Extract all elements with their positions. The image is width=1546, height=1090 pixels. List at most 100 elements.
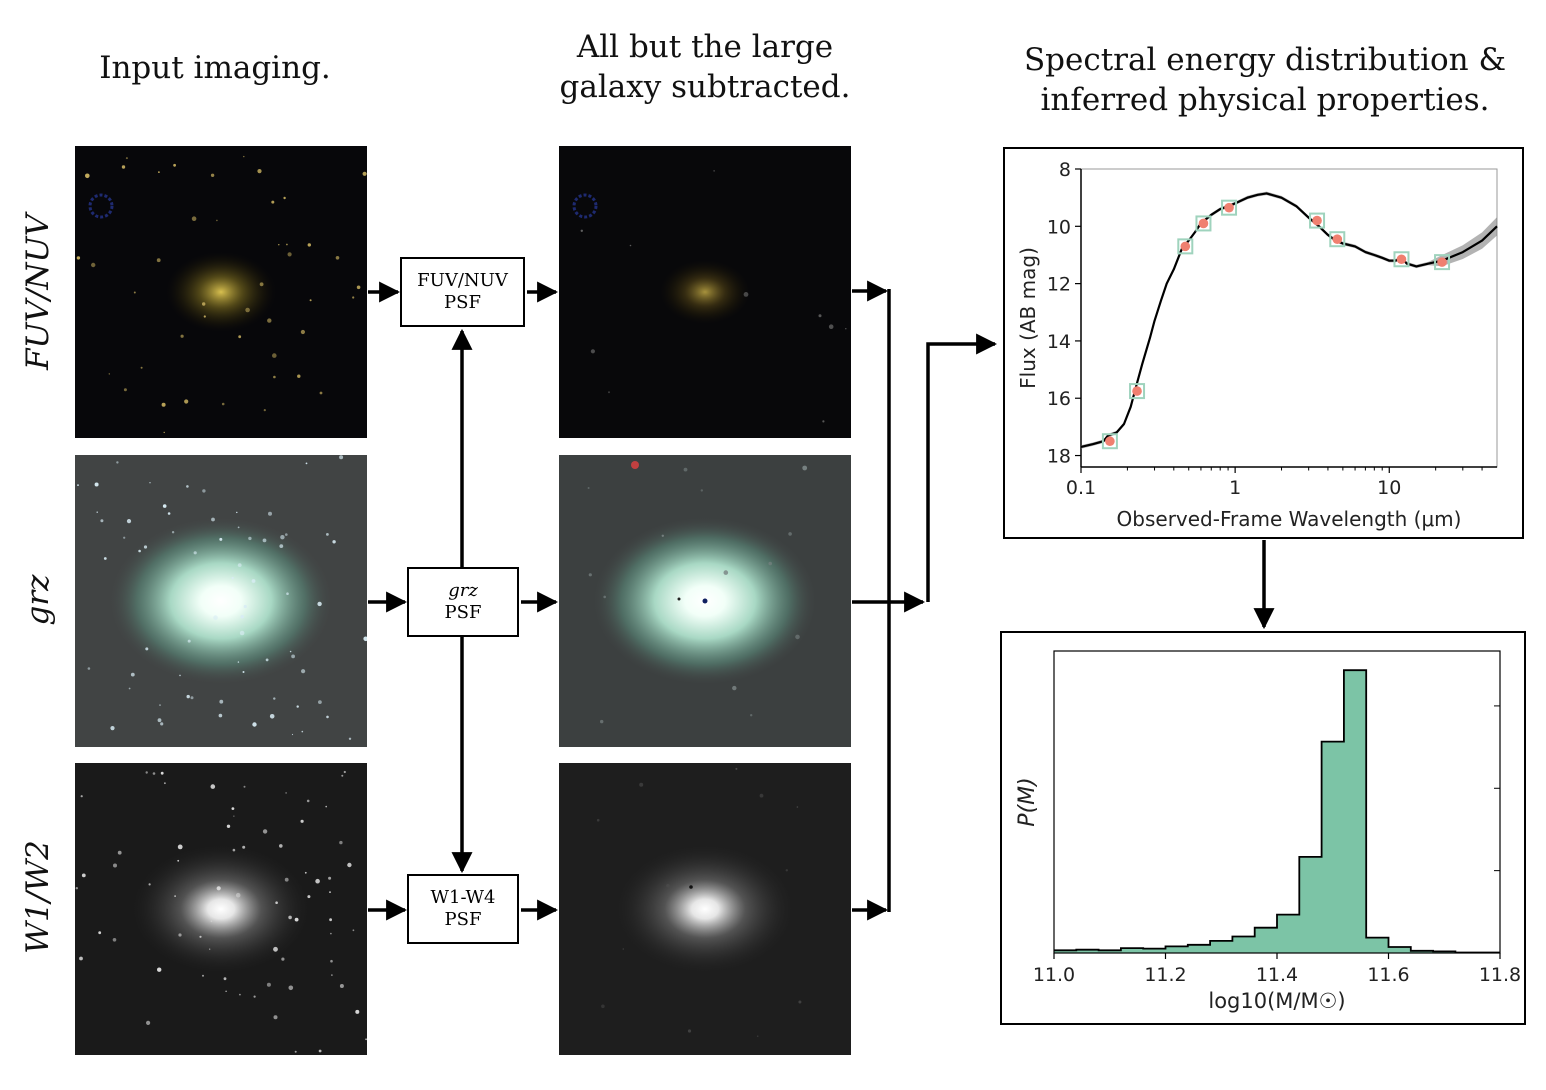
star-point [352,929,355,932]
star-point [186,694,190,699]
sed-ylabel: Flux (AB mag) [1016,247,1040,389]
psf-box-grz-line1: grz [448,580,478,601]
sed-model-flux-marker [1393,251,1410,268]
star-point [110,726,115,731]
star-point [191,216,197,221]
star-point [152,772,156,775]
star-point [822,420,825,423]
star-point [180,334,184,338]
sed-model-flux-marker [1329,231,1346,248]
star-point [331,974,333,976]
star-point [163,431,165,434]
star-point [216,219,218,222]
star-point [622,948,625,950]
star-point [287,252,292,257]
star-point [286,243,288,246]
star-point [231,576,234,580]
star-point [271,200,275,204]
star-point [259,282,264,287]
star-point [75,887,78,890]
star-point [184,399,189,404]
star-point [121,165,126,169]
star-point [116,461,119,464]
star-point [330,959,333,963]
star-point [252,722,257,727]
star-point [281,957,285,961]
histogram-fill [1054,670,1500,953]
star-point [307,243,311,247]
star-point [237,563,242,567]
sed-observed-point [1437,257,1447,267]
histogram-bin [1277,915,1299,953]
star-point [257,169,262,174]
star-point [242,845,246,849]
star-point [273,697,276,700]
star-point [243,155,245,158]
star-point [280,535,285,540]
star-point [210,920,213,923]
sed-model-flux-marker [1434,254,1451,271]
psf-box-grz-line2: PSF [444,602,482,623]
star-point [236,511,238,514]
star-point [363,636,367,642]
star-point [128,687,131,690]
star-point [305,462,308,465]
image-w1-w2-input [75,763,367,1055]
star-point [735,767,738,770]
star-point [301,730,304,733]
heading-galaxy-subtracted-line1: All but the large [576,29,834,65]
sed-observed-point [1332,234,1343,245]
sed-observed-point [1180,241,1191,252]
heading-sed: Spectral energy distribution & inferred … [1010,40,1520,120]
star-point [339,984,344,988]
star-point [79,956,83,961]
row-label-grz: grz [20,574,56,626]
star-point [226,824,231,828]
star-point [267,318,272,323]
star-point [283,196,286,200]
star-point [232,848,236,852]
star-point [143,545,148,549]
star-point [248,536,252,541]
star-point [193,551,197,555]
star-point [202,302,206,306]
star-point [265,658,269,662]
star-point [315,878,320,884]
star-point [268,511,272,516]
histogram-xtick-label: 11.6 [1367,964,1409,986]
star-point [76,256,81,260]
psf-box-w1-w4: W1-W4 PSF [407,874,519,944]
star-point [233,815,235,817]
image-grz-input [75,455,367,747]
star-point [133,291,136,294]
histogram-bin [1166,946,1188,953]
star-point [600,719,604,724]
star-point [629,244,632,247]
star-point [108,373,110,375]
star-point [788,532,792,536]
star-point [325,805,327,808]
star-point [756,1035,759,1037]
star-point [683,467,688,472]
star-point [339,455,344,460]
star-point [266,982,271,987]
star-point [319,391,323,395]
psf-box-fuv-nuv: FUV/NUV PSF [400,257,525,327]
star-point [687,1029,692,1033]
histogram-bin [1232,937,1254,953]
star-point [199,935,202,938]
star-point [171,531,175,534]
sed-xtick-label: 10 [1377,477,1401,499]
star-point [326,533,329,536]
star-point [159,704,161,706]
star-point [343,770,346,774]
star-point [219,699,224,704]
sed-observed-point [1396,254,1407,265]
star-point [335,256,340,260]
star-point [365,1038,367,1041]
sed-observed-point [1224,202,1234,213]
star-point [713,170,715,172]
star-point [661,534,664,537]
heading-galaxy-subtracted: All but the large galaxy subtracted. [545,27,865,107]
sed-xtick-label: 0.1 [1066,477,1096,499]
